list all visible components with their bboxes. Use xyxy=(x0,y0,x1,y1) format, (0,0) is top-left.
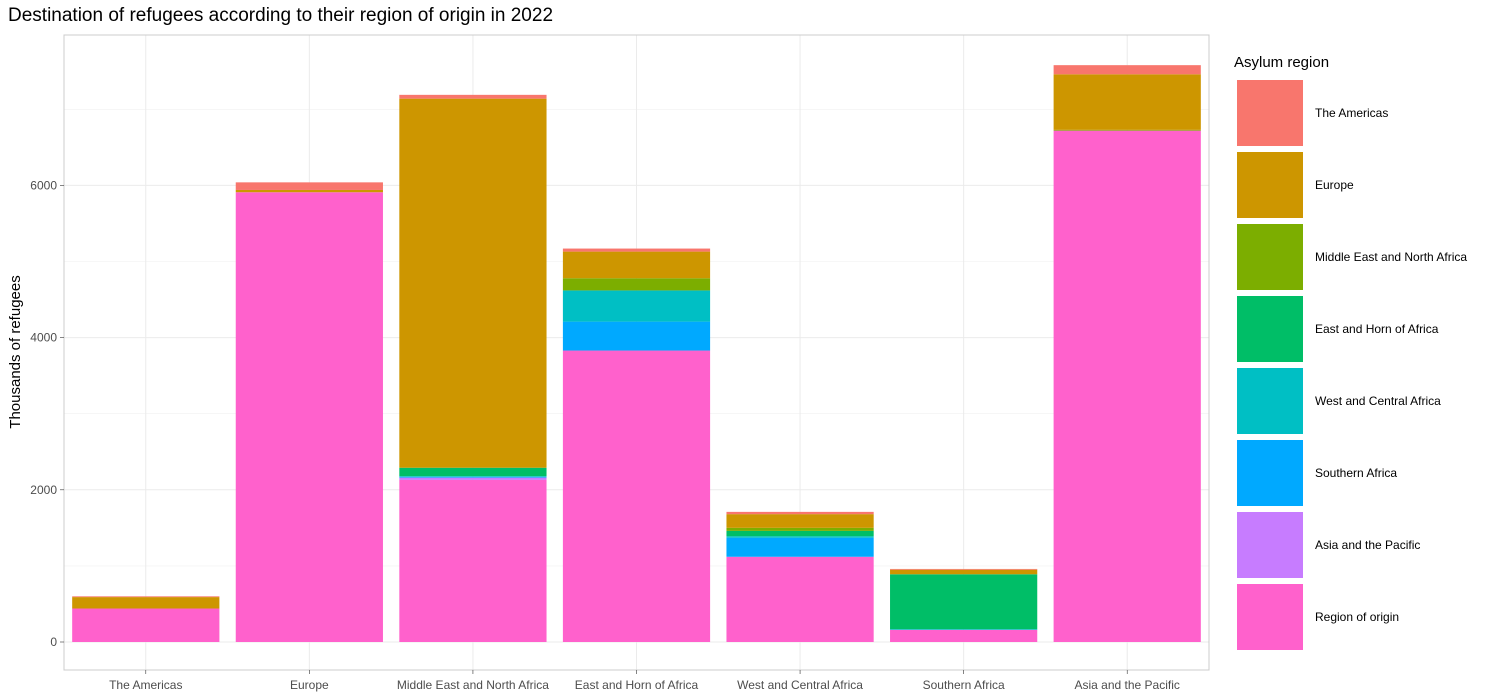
y-tick-label: 0 xyxy=(50,635,57,649)
bar-segment xyxy=(399,98,547,468)
y-axis: 0 2000 4000 6000 xyxy=(30,178,64,649)
bar-segment xyxy=(890,574,1038,630)
bar-segment xyxy=(399,476,547,477)
bar-segment xyxy=(726,536,874,538)
legend-swatch xyxy=(1237,296,1303,362)
bar-segment xyxy=(235,189,383,193)
legend-label: The Americas xyxy=(1315,106,1388,120)
bar-segment xyxy=(726,537,874,557)
bar-segment xyxy=(1053,74,1201,130)
bar-segment xyxy=(235,182,383,190)
bar-segment xyxy=(562,350,711,642)
legend-label: Asia and the Pacific xyxy=(1315,538,1420,552)
bar-segment xyxy=(72,596,220,598)
bar-segment xyxy=(235,192,383,642)
x-tick-label: Southern Africa xyxy=(923,678,1005,692)
y-tick-label: 6000 xyxy=(30,178,57,192)
bar-segment xyxy=(726,530,874,537)
bar-segment xyxy=(890,629,1038,630)
y-tick-label: 4000 xyxy=(30,331,57,345)
bar-segment xyxy=(72,597,220,609)
bar-segment xyxy=(890,568,1038,570)
bar-segment xyxy=(726,511,874,515)
bar-segment xyxy=(399,476,547,478)
legend: Asylum region The Americas Europe Middle E… xyxy=(1234,54,1467,650)
bar-segment xyxy=(1053,129,1201,131)
bar-segment xyxy=(399,94,547,99)
bar-segment xyxy=(562,278,711,291)
bar-segment xyxy=(562,248,711,252)
bar-segment xyxy=(726,556,874,642)
legend-swatch xyxy=(1237,368,1303,434)
x-tick-label: Europe xyxy=(290,678,329,692)
bar-segment xyxy=(562,251,711,279)
bar-segment xyxy=(1053,130,1201,642)
legend-swatch xyxy=(1237,224,1303,290)
legend-swatch xyxy=(1237,152,1303,218)
bar-segment xyxy=(562,290,711,322)
bar-segment xyxy=(399,467,547,477)
legend-swatch xyxy=(1237,440,1303,506)
bars xyxy=(72,65,1201,642)
bar-segment xyxy=(399,479,547,642)
legend-label: West and Central Africa xyxy=(1315,394,1441,408)
y-axis-title: Thousands of refugees xyxy=(7,275,24,428)
x-tick-label: West and Central Africa xyxy=(737,678,863,692)
legend-swatch xyxy=(1237,512,1303,578)
legend-swatch xyxy=(1237,80,1303,146)
bar-segment xyxy=(890,569,1038,575)
bar-segment xyxy=(890,629,1038,642)
legend-title: Asylum region xyxy=(1234,54,1329,71)
x-tick-label: Middle East and North Africa xyxy=(397,678,549,692)
legend-label: East and Horn of Africa xyxy=(1315,322,1439,336)
x-tick-label: Asia and the Pacific xyxy=(1075,678,1180,692)
x-tick-label: The Americas xyxy=(109,678,182,692)
legend-swatch xyxy=(1237,584,1303,650)
chart-title: Destination of refugees according to the… xyxy=(8,5,554,26)
bar-segment xyxy=(1053,65,1201,75)
legend-label: Middle East and North Africa xyxy=(1315,250,1467,264)
bar-segment xyxy=(562,321,711,351)
bar-segment xyxy=(72,608,220,642)
bar-segment xyxy=(726,514,874,528)
x-axis: The Americas Europe Middle East and North … xyxy=(109,670,1180,692)
y-tick-label: 2000 xyxy=(30,483,57,497)
x-tick-label: East and Horn of Africa xyxy=(575,678,699,692)
legend-label: Europe xyxy=(1315,178,1354,192)
bar-segment xyxy=(399,477,547,480)
legend-label: Southern Africa xyxy=(1315,466,1397,480)
legend-label: Region of origin xyxy=(1315,610,1399,624)
bar-segment xyxy=(726,527,874,531)
